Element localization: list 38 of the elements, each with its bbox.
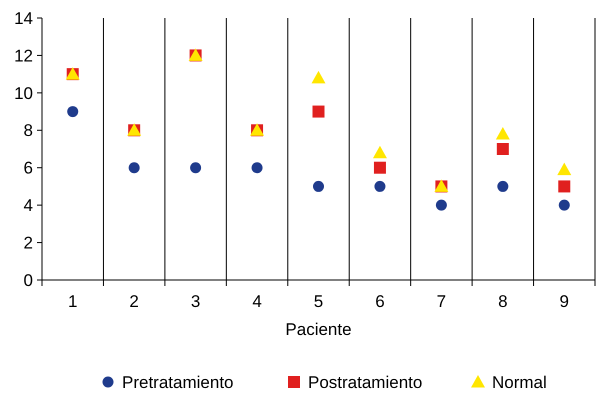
- x-tick-label: 4: [252, 292, 262, 311]
- x-tick-label: 6: [375, 292, 385, 311]
- point: [312, 106, 324, 118]
- point: [128, 162, 140, 174]
- point: [496, 127, 510, 140]
- point: [436, 200, 447, 211]
- legend-label: Normal: [492, 373, 547, 392]
- point: [558, 200, 570, 211]
- y-tick-label: 0: [24, 270, 33, 290]
- y-tick-label: 12: [14, 46, 33, 66]
- point: [252, 162, 263, 174]
- y-tick-label: 6: [24, 158, 33, 178]
- y-tick-label: 2: [24, 234, 33, 253]
- point: [313, 180, 324, 192]
- x-tick-label: 7: [436, 292, 446, 311]
- x-tick-label: 9: [560, 292, 570, 311]
- y-tick-label: 10: [14, 84, 33, 103]
- point: [497, 180, 508, 192]
- x-tick-label: 2: [129, 292, 139, 311]
- point: [558, 180, 570, 192]
- point: [557, 162, 572, 176]
- legend-label: Postratamiento: [308, 373, 422, 392]
- point: [374, 162, 386, 174]
- point: [374, 180, 386, 192]
- point: [312, 70, 326, 84]
- y-tick-label: 4: [24, 196, 33, 216]
- x-axis-title: Paciente: [285, 320, 352, 339]
- point: [67, 106, 78, 118]
- y-tick-label: 8: [24, 121, 33, 140]
- x-tick-label: 5: [314, 292, 324, 311]
- y-tick-label: 14: [14, 8, 33, 28]
- x-tick-label: 1: [68, 292, 78, 311]
- x-tick-label: 3: [190, 292, 200, 311]
- point: [496, 143, 509, 155]
- x-tick-label: 8: [498, 292, 508, 311]
- point: [190, 162, 202, 174]
- point: [372, 146, 387, 158]
- legend-label: Pretratamiento: [122, 373, 234, 392]
